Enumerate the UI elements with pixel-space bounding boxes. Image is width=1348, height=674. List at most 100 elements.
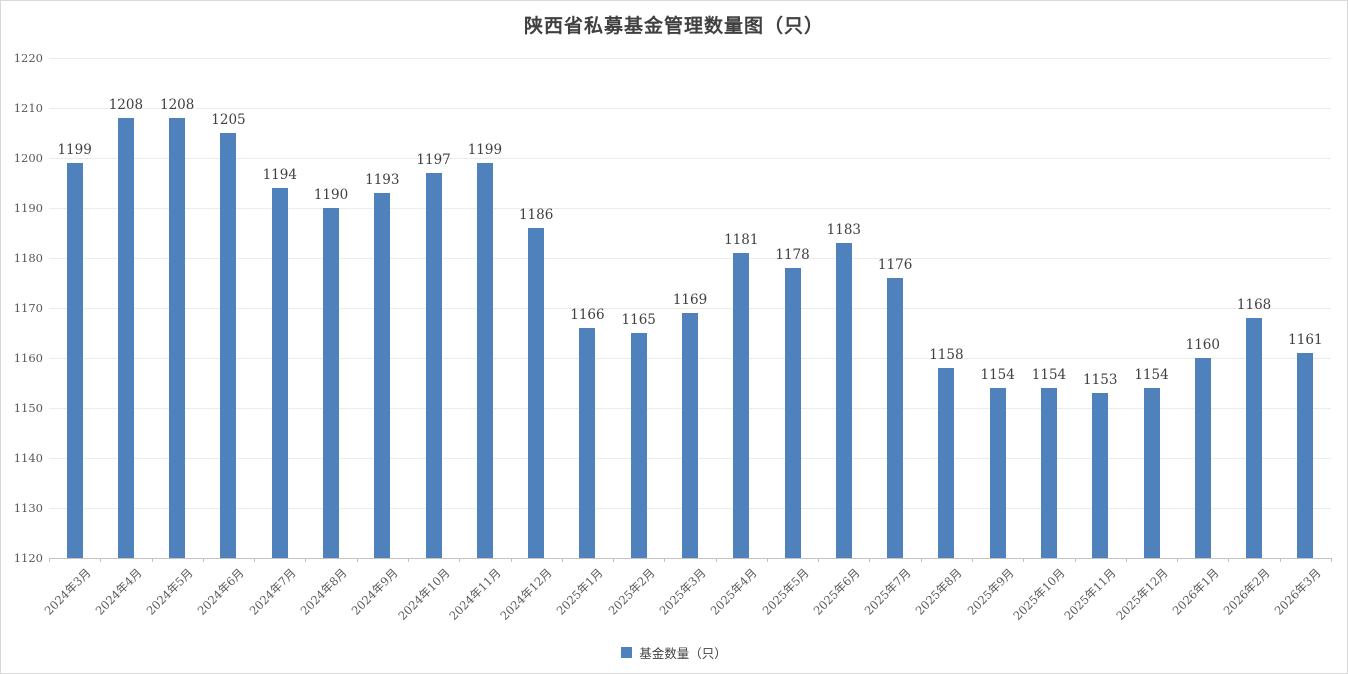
x-axis-tick	[869, 558, 871, 562]
y-axis-label: 1120	[13, 551, 43, 565]
x-axis-tick	[510, 558, 512, 562]
x-axis-tick	[459, 558, 461, 562]
bar-value-label: 1154	[1134, 367, 1169, 383]
bar-value-label: 1199	[57, 142, 92, 158]
x-axis-tick	[1228, 558, 1230, 562]
gridline	[49, 308, 1331, 309]
x-axis-tick	[254, 558, 256, 562]
bar-value-label: 1178	[775, 247, 810, 263]
bar-value-label: 1166	[570, 307, 605, 323]
bar	[271, 188, 288, 558]
bar	[374, 193, 391, 558]
x-axis-tick	[1331, 558, 1332, 562]
bar-value-label: 1186	[518, 207, 554, 223]
bar	[835, 243, 852, 558]
x-axis-tick	[818, 558, 820, 562]
bar-value-label: 1158	[929, 347, 964, 363]
bar	[938, 368, 955, 558]
x-axis-tick	[49, 558, 50, 562]
bar	[528, 228, 545, 558]
bar-value-label: 1199	[467, 142, 503, 158]
y-axis-label: 1180	[13, 251, 43, 265]
bar-value-label: 1181	[724, 232, 759, 248]
x-axis-tick	[1074, 558, 1076, 562]
x-axis-tick	[100, 558, 102, 562]
y-axis-label: 1140	[13, 451, 43, 465]
bar	[66, 163, 83, 558]
bar	[169, 118, 186, 558]
bar	[579, 328, 596, 558]
y-axis-label: 1170	[13, 301, 43, 315]
bar	[323, 208, 340, 558]
y-axis-label: 1190	[13, 201, 43, 215]
y-axis-label: 1130	[13, 501, 43, 515]
y-axis-label: 1150	[13, 401, 43, 415]
bar-value-label: 1208	[160, 97, 195, 113]
y-axis-label: 1160	[13, 351, 43, 365]
x-axis-tick	[151, 558, 153, 562]
x-axis-tick	[766, 558, 768, 562]
bar-value-label: 1154	[1031, 367, 1067, 383]
bar	[1143, 388, 1160, 558]
x-axis-line	[49, 558, 1331, 559]
bar	[733, 253, 750, 558]
bar-value-label: 1153	[1083, 372, 1118, 388]
x-axis-tick	[1177, 558, 1179, 562]
bar-value-label: 1160	[1185, 337, 1220, 353]
bar-value-label: 1205	[211, 112, 246, 128]
x-axis-tick	[1279, 558, 1281, 562]
bar-value-label: 1190	[313, 187, 349, 203]
gridline	[49, 158, 1331, 159]
x-axis-tick	[356, 558, 358, 562]
bar-value-label: 1208	[108, 97, 144, 113]
legend: 基金数量（只）	[1, 643, 1347, 662]
bar	[630, 333, 647, 558]
x-axis-tick	[561, 558, 563, 562]
bar	[989, 388, 1006, 558]
plot-area	[49, 58, 1331, 559]
bar	[1246, 318, 1263, 558]
bar	[1194, 358, 1211, 558]
bar-value-label: 1165	[621, 312, 656, 328]
x-axis-tick	[920, 558, 922, 562]
y-axis-label: 1220	[13, 51, 43, 65]
gridline	[49, 58, 1331, 59]
x-axis-tick	[305, 558, 307, 562]
x-axis-tick	[715, 558, 717, 562]
gridline	[49, 258, 1331, 259]
bar	[784, 268, 801, 558]
bar	[887, 278, 904, 558]
gridline	[49, 108, 1331, 109]
bar	[476, 163, 493, 558]
legend-label: 基金数量（只）	[639, 646, 727, 661]
x-axis-tick	[613, 558, 615, 562]
y-axis-label: 1200	[13, 151, 43, 165]
x-axis-tick	[1125, 558, 1127, 562]
bar	[1040, 388, 1057, 558]
bar-value-label: 1161	[1288, 332, 1323, 348]
bar-value-label: 1183	[826, 222, 861, 238]
x-axis-tick	[972, 558, 974, 562]
bar-value-label: 1197	[416, 152, 451, 168]
bar	[1092, 393, 1109, 558]
bar	[1297, 353, 1314, 558]
bar	[425, 173, 442, 558]
legend-marker-icon	[621, 647, 633, 658]
bar	[220, 133, 237, 558]
bar-value-label: 1169	[672, 292, 708, 308]
x-axis-tick	[202, 558, 204, 562]
x-axis-tick	[664, 558, 666, 562]
bar-value-label: 1168	[1236, 297, 1272, 313]
bar-value-label: 1193	[365, 172, 400, 188]
bar	[682, 313, 698, 558]
chart-title: 陕西省私募基金管理数量图（只）	[523, 15, 824, 37]
bar-value-label: 1176	[877, 257, 913, 273]
gridline	[49, 208, 1331, 209]
x-axis-tick	[1023, 558, 1025, 562]
x-axis-tick	[407, 558, 409, 562]
bar-value-label: 1194	[262, 167, 297, 183]
bar-value-label: 1154	[980, 367, 1015, 383]
bar	[117, 118, 134, 558]
y-axis-label: 1210	[13, 101, 43, 115]
